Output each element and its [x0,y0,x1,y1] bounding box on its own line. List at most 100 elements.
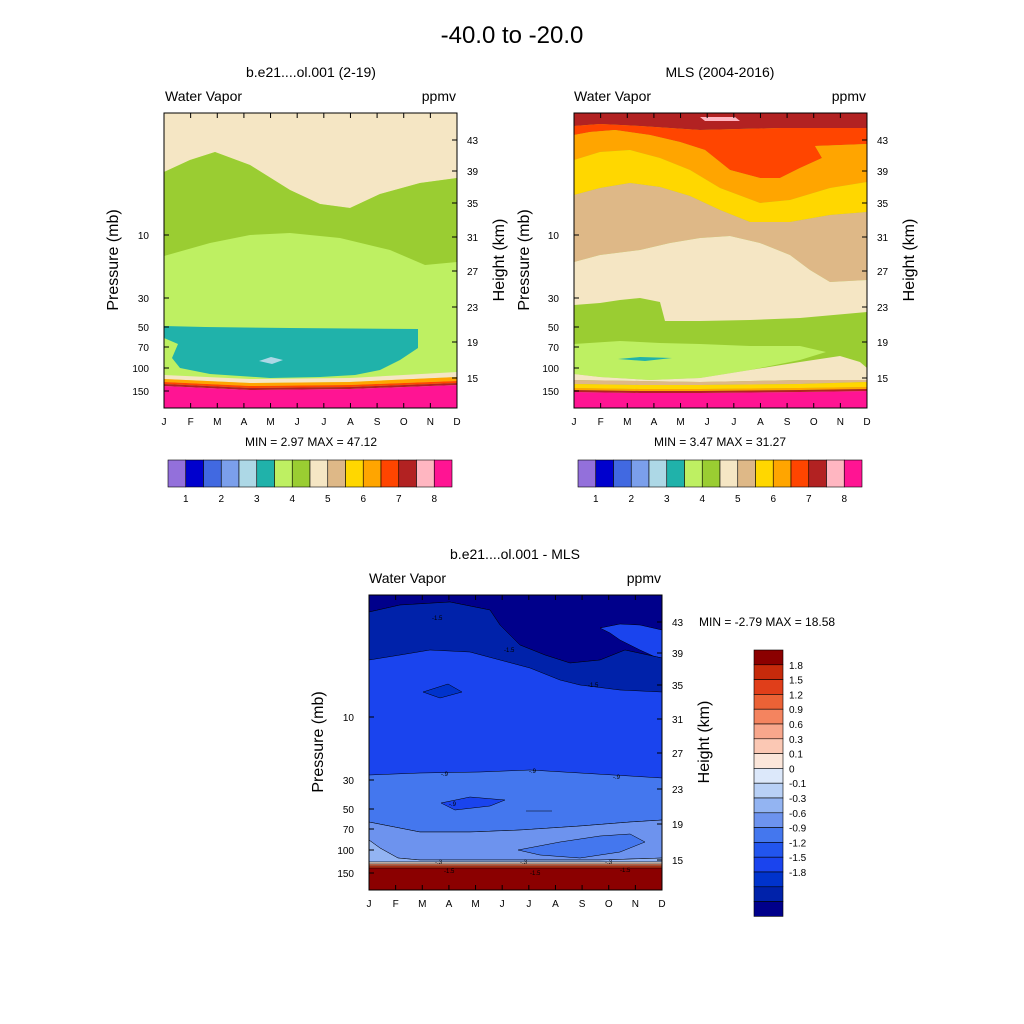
panel-diff-units: ppmv [627,570,661,586]
colorbar-swatch [753,694,784,710]
obs-band-beige-low [574,356,867,382]
model-band-beige [164,113,457,208]
pressure-tick-label: 10 [343,713,355,724]
pressure-tick-label: 30 [548,294,560,305]
x-tick-label: J [162,417,167,428]
panel-diff-left-label: Water Vapor [369,570,446,586]
height-tick-label: 35 [467,199,479,210]
obs-band-yellow-low [574,382,867,389]
diff-band-salmon [368,863,663,867]
colorbar-swatch [843,459,863,488]
x-tick-label: J [731,417,736,428]
panel-diff-ylabel-right: Height (km) [696,701,713,784]
x-tick-label: A [552,899,559,910]
colorbar-swatch [291,459,311,488]
obs-band-lightgreen [574,341,826,380]
colorbar-swatch [753,649,784,666]
colorbar-label: 6 [770,494,776,505]
colorbar-label: 6 [360,494,366,505]
panel-obs-plot [573,112,868,409]
x-tick-label: J [705,417,710,428]
colorbar-label: 5 [735,494,741,505]
diff-spot-blue [517,833,646,859]
colorbar-swatch [719,459,739,488]
pressure-tick-label: 70 [548,343,560,354]
diff-contour-label: -1.5 [588,683,599,689]
height-tick-label: 27 [877,267,889,278]
height-tick-label: 15 [877,374,889,385]
pressure-tick-label: 70 [138,343,150,354]
model-spot-lightblue [259,357,283,364]
x-tick-label: J [321,417,326,428]
x-tick-label: A [446,899,453,910]
colorbar-label: 7 [806,494,812,505]
x-tick-label: S [784,417,791,428]
colorbar-swatch [327,459,346,488]
x-tick-label: A [757,417,764,428]
panel-model-units: ppmv [422,88,456,104]
colorbar-label: 2 [218,494,224,505]
height-tick-label: 31 [672,715,684,726]
obs-band-yellow [574,150,867,222]
colorbar-label: 0 [789,764,795,775]
colorbar-swatch [753,723,784,740]
model-band-olive [164,152,457,265]
diff-contour-labels: -1.5 -1.5 -1.5 -.9 -.9 -.9 -.9 -.3 -.3 -… [432,616,631,877]
colorbar-swatch [753,886,784,902]
colorbar-swatch [648,459,668,488]
x-tick-label: F [393,899,399,910]
pressure-tick-label: 70 [343,825,355,836]
diff-contour-label: -.9 [441,772,449,778]
height-tick-label: 39 [467,167,479,178]
panel-model-ylabel-right: Height (km) [491,219,508,302]
model-band-teal [164,326,418,378]
panel-model: b.e21....ol.001 (2-19) Water Vapor ppmv … [105,64,508,505]
colorbar-swatch [256,459,275,488]
x-tick-label: O [810,417,818,428]
colorbar-label: 0.1 [789,750,803,761]
model-band-magenta [164,385,457,408]
panel-obs-colorbar: 1 2 3 4 5 6 7 8 [577,459,863,505]
x-tick-label: M [676,417,684,428]
obs-band-orange [574,130,867,203]
panel-model-plot [163,112,458,409]
colorbar-swatch [753,679,784,695]
model-band-pale [164,372,457,383]
model-band-red [164,381,457,388]
height-tick-label: 19 [672,820,684,831]
x-tick-label: O [605,899,613,910]
pressure-tick-label: 50 [343,805,355,816]
diff-contour-label: -.9 [529,769,537,775]
panel-obs-stats: MIN = 3.47 MAX = 31.27 [654,435,786,449]
colorbar-label: 7 [396,494,402,505]
colorbar-swatch [753,782,784,799]
colorbar-swatch [577,459,597,488]
colorbar-swatch [309,459,329,488]
height-tick-label: 15 [672,856,684,867]
x-tick-label: M [623,417,631,428]
colorbar-label: 3 [664,494,670,505]
colorbar-label: -0.1 [789,779,807,790]
colorbar-swatch [753,738,784,754]
diff-contour-label: -1.5 [504,648,515,654]
colorbar-swatch [220,459,240,488]
height-tick-label: 15 [467,374,479,385]
pressure-tick-label: 150 [542,387,559,398]
pressure-tick-label: 10 [138,231,150,242]
colorbar-label: -1.5 [789,853,807,864]
colorbar-swatch [185,459,204,488]
colorbar-swatch [826,459,845,488]
obs-band-beige [574,236,867,321]
height-tick-label: 43 [877,136,889,147]
colorbar-swatch [595,459,614,488]
height-tick-label: 27 [672,749,684,760]
panel-model-stats: MIN = 2.97 MAX = 47.12 [245,435,377,449]
x-tick-label: J [500,899,505,910]
panel-obs-title: MLS (2004-2016) [666,64,775,80]
height-tick-label: 27 [467,267,479,278]
height-tick-label: 31 [467,233,479,244]
obs-band-pink [700,117,740,121]
colorbar-label: 1.2 [789,690,803,701]
colorbar-swatch [753,842,784,858]
x-tick-label: D [863,417,870,428]
